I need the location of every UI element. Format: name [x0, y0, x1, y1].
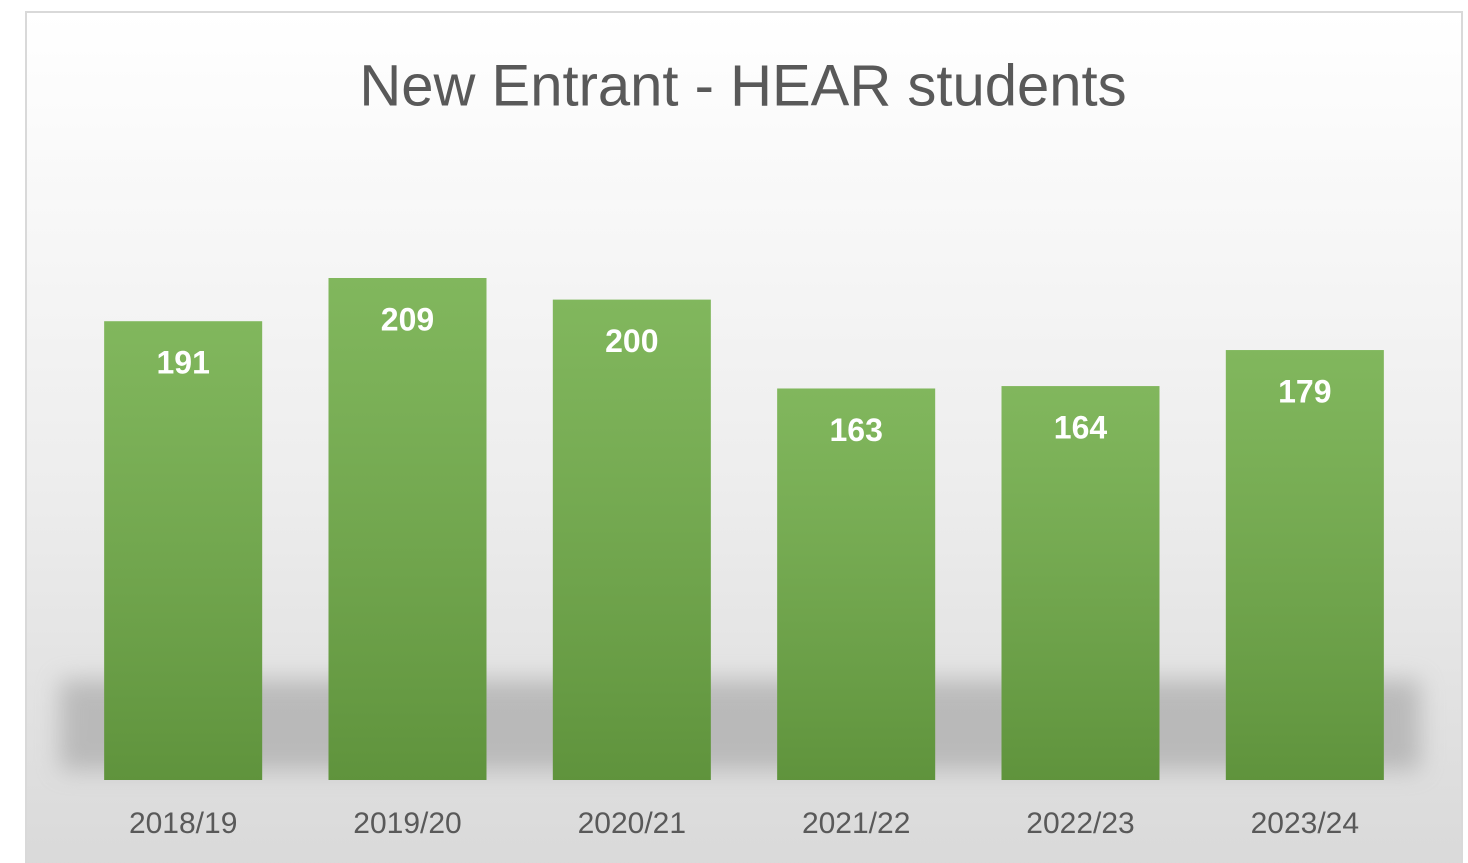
bar [104, 321, 263, 780]
data-label: 164 [1054, 410, 1108, 446]
x-tick-label: 2019/20 [353, 807, 461, 840]
x-tick-label: 2022/23 [1026, 807, 1134, 840]
chart-title: New Entrant - HEAR students [359, 53, 1126, 118]
data-label: 209 [381, 301, 434, 337]
x-tick-label: 2021/22 [802, 807, 910, 840]
data-label: 200 [605, 323, 658, 359]
data-label: 163 [829, 412, 882, 448]
floor-shadow [60, 680, 1420, 770]
x-tick-label: 2018/19 [129, 807, 237, 840]
bar [328, 278, 487, 780]
x-tick-label: 2023/24 [1251, 807, 1359, 840]
bar [1225, 350, 1384, 780]
data-label: 191 [156, 345, 209, 381]
data-label: 179 [1278, 374, 1331, 410]
bar [552, 299, 711, 780]
x-tick-label: 2020/21 [578, 807, 686, 840]
